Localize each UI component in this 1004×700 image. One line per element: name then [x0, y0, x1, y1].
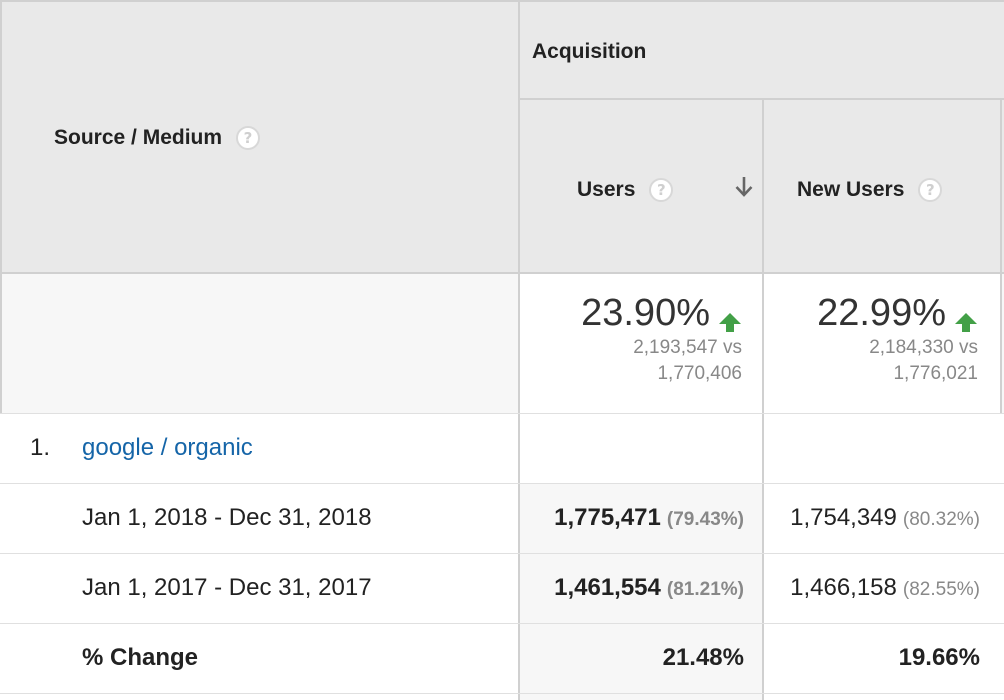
period-users-share: (81.21%) — [666, 579, 744, 600]
grid-line — [0, 0, 1004, 2]
period-label: Jan 1, 2018 - Dec 31, 2018 — [82, 504, 372, 531]
period-users-cell: 1,775,471 (79.43%) — [520, 504, 744, 532]
summary-new-users-cell-bg — [764, 274, 1000, 414]
grid-line — [0, 553, 1004, 554]
period-users-value: 1,461,554 — [554, 574, 661, 601]
summary-users-cell-bg — [520, 274, 762, 414]
acquisition-group-header: Acquisition — [532, 36, 646, 68]
row-index: 1. — [30, 434, 51, 461]
grid-line — [518, 0, 520, 700]
table-header — [0, 0, 1004, 272]
change-users-value: 21.48% — [662, 644, 744, 671]
grid-line — [0, 272, 1004, 274]
grid-line — [762, 98, 764, 700]
period-new-users-share: (80.32%) — [902, 509, 980, 530]
grid-line — [0, 693, 1004, 694]
dimension-header-label: Source / Medium — [54, 126, 223, 149]
summary-users-pct: 23.90% — [581, 292, 710, 334]
help-icon[interactable]: ? — [649, 178, 674, 202]
summary-users-previous: 1,770,406 — [657, 363, 742, 384]
period-new-users-share: (82.55%) — [902, 579, 980, 600]
summary-new-users: 22.99% 2,184,330 vs 1,776,021 — [764, 292, 978, 387]
grid-line — [0, 0, 2, 414]
period-new-users-value: 1,466,158 — [790, 574, 897, 601]
period-users-cell: 1,461,554 (81.21%) — [520, 574, 744, 602]
grid-line — [0, 623, 1004, 624]
period-new-users-cell: 1,754,349 (80.32%) — [764, 504, 980, 532]
summary-users-current: 2,193,547 vs — [633, 337, 742, 358]
group-header-label: Acquisition — [532, 40, 647, 63]
users-header-label: Users — [577, 178, 636, 201]
period-label: Jan 1, 2017 - Dec 31, 2017 — [82, 574, 372, 601]
grid-line — [0, 483, 1004, 484]
change-new-users-value: 19.66% — [898, 644, 980, 671]
row-dimension-link[interactable]: google / organic — [82, 434, 253, 461]
trend-up-icon — [718, 302, 742, 332]
grid-line — [520, 98, 1004, 100]
summary-new-users-previous: 1,776,021 — [893, 363, 978, 384]
grid-line — [0, 413, 1004, 414]
grid-line — [1000, 98, 1002, 414]
users-column-header[interactable]: Users ? — [577, 174, 674, 206]
summary-users: 23.90% 2,193,547 vs 1,770,406 — [520, 292, 742, 387]
dimension-header[interactable]: Source / Medium ? — [54, 122, 261, 154]
new-users-header-label: New Users — [797, 178, 905, 201]
period-users-value: 1,775,471 — [554, 504, 661, 531]
period-new-users-cell: 1,466,158 (82.55%) — [764, 574, 980, 602]
change-label: % Change — [82, 644, 199, 671]
summary-new-users-current: 2,184,330 vs — [869, 337, 978, 358]
users-column-shade — [520, 484, 762, 700]
period-new-users-value: 1,754,349 — [790, 504, 897, 531]
summary-new-users-pct: 22.99% — [817, 292, 946, 334]
trend-up-icon — [954, 302, 978, 332]
period-users-share: (79.43%) — [666, 509, 744, 530]
new-users-column-header[interactable]: New Users ? — [797, 174, 943, 206]
sort-descending-icon[interactable] — [733, 174, 755, 200]
help-icon[interactable]: ? — [236, 126, 261, 150]
help-icon[interactable]: ? — [918, 178, 943, 202]
